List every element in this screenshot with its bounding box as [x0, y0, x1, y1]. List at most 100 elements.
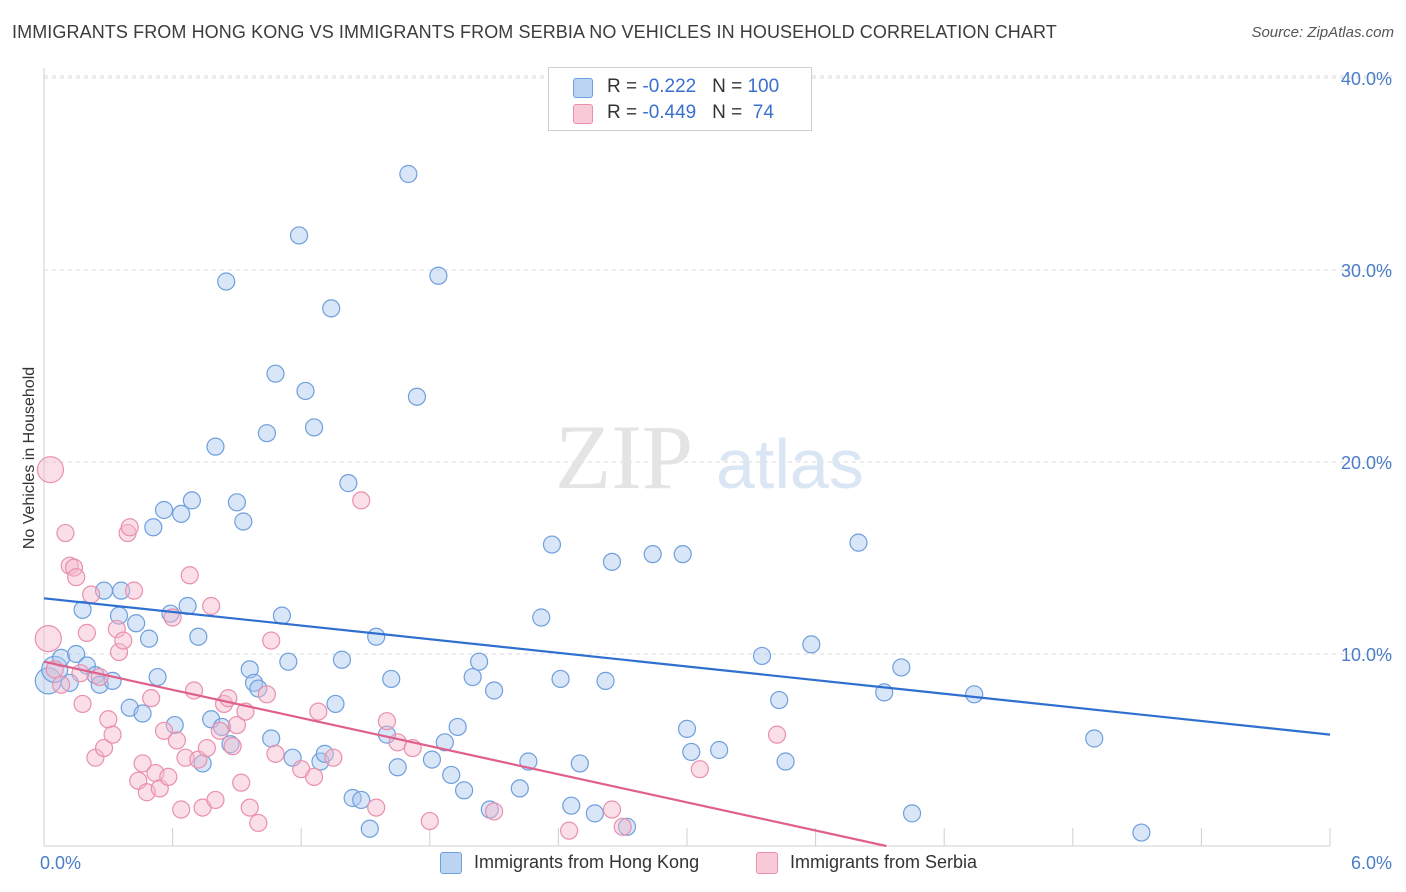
hong-kong-point — [710, 740, 729, 760]
hong-kong-point — [542, 535, 562, 554]
hong-kong-point — [315, 744, 334, 763]
hong-kong-point — [289, 226, 309, 245]
serbia-point — [367, 798, 386, 817]
hong-kong-point — [422, 750, 442, 769]
hong-kong-point — [352, 790, 371, 810]
hong-kong-point — [67, 644, 86, 664]
bottom-legend-swatch-serbia — [756, 852, 778, 874]
hong-kong-point — [382, 669, 401, 689]
grid-lines — [44, 75, 1394, 655]
hong-kong-point — [407, 387, 427, 406]
hong-kong-point — [442, 765, 461, 785]
serbia-point — [690, 760, 709, 779]
hong-kong-point — [154, 500, 174, 520]
hong-kong-point — [802, 635, 821, 654]
serbia-point — [240, 798, 259, 817]
serbia-point — [109, 642, 129, 662]
hong-kong-point — [399, 164, 418, 184]
bottom-legend-label-hong-kong: Immigrants from Hong Kong — [474, 852, 700, 872]
serbia-point — [73, 694, 92, 714]
tick-labels: 10.0% 20.0% 30.0% 40.0% 0.0% 6.0% — [40, 69, 1392, 873]
hong-kong-point — [367, 627, 386, 646]
trend-line-serbia — [43, 660, 887, 848]
legend-r-value-hong-kong: -0.222 — [642, 76, 697, 97]
serbia-point — [103, 725, 122, 744]
legend-text-serbia: R = -0.449 N = 74 — [607, 102, 774, 123]
hong-kong-point — [448, 717, 467, 737]
hong-kong-point — [429, 266, 448, 285]
serbia-point — [206, 790, 225, 810]
y-tick-label-2: 30.0% — [1341, 261, 1392, 281]
legend-swatch-serbia — [573, 104, 593, 124]
serbia-point — [227, 715, 246, 735]
serbia-point — [99, 710, 118, 729]
series-serbia-points — [34, 456, 787, 840]
hong-kong-point — [234, 512, 253, 531]
hong-kong-point — [596, 671, 615, 690]
hong-kong-point — [339, 474, 358, 493]
source-label: Source: ZipAtlas.com — [1251, 24, 1394, 41]
hong-kong-point — [322, 299, 341, 318]
serbia-point — [159, 767, 178, 786]
hong-kong-point — [602, 552, 622, 571]
hong-kong-point — [189, 627, 208, 646]
hong-kong-point — [148, 667, 167, 687]
watermark-atlas: atlas — [716, 425, 864, 503]
legend-row-serbia: R = -0.449 N = 74 — [573, 102, 774, 126]
serbia-point — [266, 744, 285, 763]
serbia-point — [197, 738, 216, 758]
hong-kong-point — [682, 742, 701, 762]
hong-kong-point — [1085, 729, 1104, 748]
trend-lines — [43, 597, 1331, 848]
hong-kong-point — [770, 690, 789, 710]
serbia-point — [257, 685, 277, 704]
serbia-point — [613, 817, 632, 836]
correlation-legend: R = -0.222 N = 100 R = -0.449 N = 74 — [548, 67, 812, 131]
serbia-point — [377, 712, 397, 731]
hong-kong-point — [435, 733, 454, 752]
hong-kong-point — [510, 779, 529, 798]
hong-kong-point — [217, 272, 236, 291]
serbia-point — [485, 802, 504, 821]
serbia-point — [232, 773, 251, 792]
serbia-point — [304, 767, 324, 786]
serbia-point — [154, 721, 174, 740]
serbia-point — [309, 702, 328, 721]
legend-n-value-hong-kong: 100 — [747, 76, 780, 97]
serbia-point — [767, 725, 787, 744]
hong-kong-point — [1132, 823, 1151, 842]
hong-kong-point — [266, 364, 285, 383]
legend-n-value-serbia: 74 — [747, 102, 774, 123]
serbia-point — [56, 523, 75, 543]
hong-kong-point — [469, 652, 489, 671]
serbia-point — [120, 518, 139, 537]
serbia-point — [324, 748, 343, 767]
serbia-point — [124, 581, 144, 600]
hong-kong-point — [139, 629, 159, 648]
hong-kong-point — [257, 424, 277, 443]
hong-kong-point — [182, 491, 201, 510]
serbia-point — [420, 811, 439, 831]
hong-kong-point — [454, 781, 474, 800]
serbia-point — [133, 754, 152, 773]
axes — [43, 68, 1331, 847]
trend-line-hong-kong — [43, 597, 1331, 736]
hong-kong-point — [902, 804, 922, 823]
y-tick-label-3: 40.0% — [1341, 69, 1392, 89]
hong-kong-point — [388, 758, 407, 777]
hong-kong-point — [643, 545, 662, 564]
legend-swatch-hong-kong — [573, 78, 593, 98]
y-tick-label-0: 10.0% — [1341, 645, 1392, 665]
serbia-point — [167, 731, 186, 750]
hong-kong-point — [133, 704, 152, 723]
hong-kong-point — [304, 418, 324, 437]
hong-kong-point — [673, 545, 692, 564]
serbia-point — [262, 631, 281, 650]
hong-kong-point — [617, 817, 637, 836]
y-axis-label: No Vehicles in Household — [21, 367, 38, 549]
hong-kong-point — [144, 518, 163, 537]
hong-kong-point — [332, 650, 352, 669]
hong-kong-point — [172, 504, 191, 523]
hong-kong-point — [165, 715, 184, 735]
